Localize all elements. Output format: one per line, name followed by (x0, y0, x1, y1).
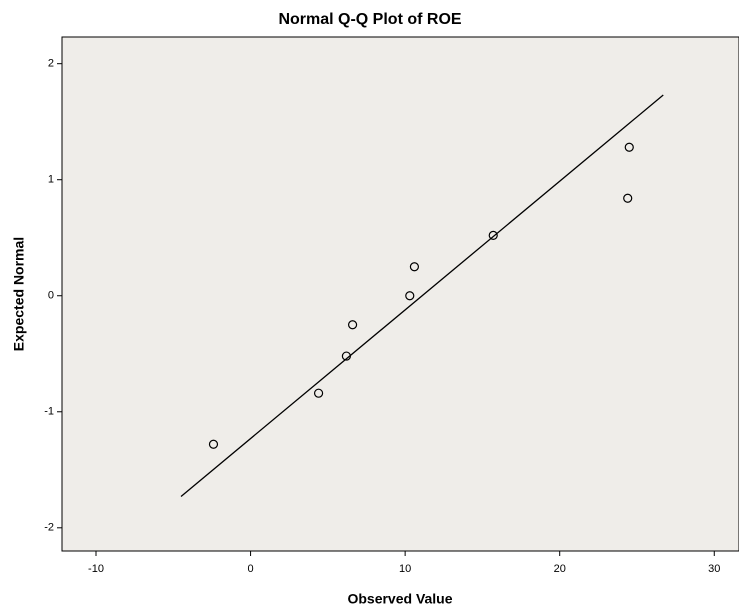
chart-title: Normal Q-Q Plot of ROE (278, 11, 461, 28)
y-tick-label: -2 (44, 522, 54, 534)
x-tick-label: 20 (554, 563, 566, 575)
x-tick-label: -10 (88, 563, 104, 575)
y-axis-title: Expected Normal (11, 237, 27, 351)
plot-area (62, 37, 739, 551)
x-tick-label: 30 (708, 563, 720, 575)
y-tick-label: 1 (48, 174, 54, 186)
y-tick-label: 0 (48, 290, 54, 302)
chart: Normal Q-Q Plot of ROE Observed Value Ex… (0, 0, 739, 611)
x-axis-title: Observed Value (347, 591, 452, 607)
y-tick-label: -1 (44, 406, 54, 418)
y-tick-label: 2 (48, 58, 54, 70)
x-tick-label: 10 (399, 563, 411, 575)
x-tick-label: 0 (248, 563, 254, 575)
